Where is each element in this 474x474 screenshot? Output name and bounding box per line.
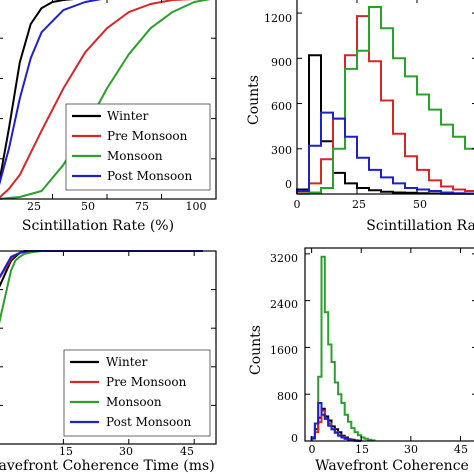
legend: Winter Pre Monsoon Monsoon Post Monsoon xyxy=(65,103,211,191)
panel-hist-scintillation: 0 25 50 0 300 600 900 1200 Counts Scinti… xyxy=(246,0,474,234)
panel-cdf-coherence: 15 30 45 Wavefront Coherence Time (ms) W… xyxy=(0,250,217,474)
series-line-post-monsoon xyxy=(0,250,203,279)
y-tick-label: 0 xyxy=(291,432,298,445)
series-line-pre-monsoon xyxy=(0,250,203,279)
y-tick-label: 800 xyxy=(277,390,298,403)
x-axis-label: Wavefront Coherence xyxy=(315,458,469,474)
hist-scintillation-frame xyxy=(296,0,474,195)
cdf-coherence-ticks xyxy=(0,251,216,444)
y-tick-label: 2400 xyxy=(270,298,298,311)
cdf-coherence-lines xyxy=(0,250,203,324)
hist-coherence-tick-labels: 0 15 30 45 0 800 1600 2400 3200 xyxy=(270,252,468,456)
histogram-step-pre-monsoon xyxy=(296,15,474,195)
y-tick-label: 1200 xyxy=(264,12,292,25)
legend-label-winter: Winter xyxy=(106,355,148,369)
cdf-scintillation-ticks xyxy=(0,0,217,199)
hist-scintillation-steps xyxy=(296,6,474,195)
x-tick-label: 30 xyxy=(119,445,133,458)
legend-label-pre-monsoon: Pre Monsoon xyxy=(106,375,187,389)
y-tick-label: 1600 xyxy=(270,344,298,357)
x-tick-label: 25 xyxy=(27,200,41,213)
histogram-step-monsoon xyxy=(296,6,474,195)
y-tick-label: 0 xyxy=(285,178,292,191)
y-axis-label: Counts xyxy=(248,325,264,375)
x-axis-label: Wavefront Coherence Time (ms) xyxy=(0,458,215,474)
histogram-step-monsoon xyxy=(310,255,376,442)
cdf-coherence-tick-labels: 15 30 45 xyxy=(59,445,194,458)
x-tick-label: 0 xyxy=(294,198,301,211)
hist-coherence-steps xyxy=(310,255,376,442)
x-tick-label: 25 xyxy=(352,198,366,211)
x-tick-label: 75 xyxy=(135,200,149,213)
x-tick-label: 45 xyxy=(454,443,468,456)
series-line-pre-monsoon xyxy=(0,0,195,199)
legend-label-monsoon: Monsoon xyxy=(107,149,163,163)
x-tick-label: 15 xyxy=(355,443,369,456)
x-tick-label: 50 xyxy=(81,200,95,213)
series-line-monsoon xyxy=(0,250,203,324)
series-line-winter xyxy=(0,250,203,288)
x-tick-label: 50 xyxy=(413,198,427,211)
y-tick-label: 600 xyxy=(271,100,292,113)
legend-label-winter: Winter xyxy=(107,109,149,123)
y-tick-label: 900 xyxy=(271,56,292,69)
x-axis-label: Scintillation Rate xyxy=(366,218,474,234)
y-tick-label: 300 xyxy=(271,144,292,157)
legend-label-post-monsoon: Post Monsoon xyxy=(107,169,192,183)
x-tick-label: 15 xyxy=(59,445,73,458)
legend-label-post-monsoon: Post Monsoon xyxy=(106,415,191,429)
cdf-scintillation-lines xyxy=(0,0,211,200)
legend-label-monsoon: Monsoon xyxy=(106,395,162,409)
panel-hist-coherence: 0 15 30 45 0 800 1600 2400 3200 Counts W… xyxy=(248,247,474,474)
legend-label-pre-monsoon: Pre Monsoon xyxy=(107,129,188,143)
cdf-scintillation-tick-labels: 25 50 75 100 xyxy=(27,200,207,213)
series-line-monsoon xyxy=(0,0,211,200)
cdf-coherence-frame xyxy=(0,250,217,445)
series-line-post-monsoon xyxy=(0,0,102,186)
histogram-step-post-monsoon xyxy=(296,111,474,195)
x-tick-label: 45 xyxy=(180,445,194,458)
y-tick-label: 3200 xyxy=(270,252,298,265)
hist-scintillation-ticks xyxy=(296,0,474,195)
series-line-winter xyxy=(0,0,75,184)
x-tick-label: 30 xyxy=(404,443,418,456)
histogram-step-post-monsoon xyxy=(310,402,363,442)
hist-coherence-ticks xyxy=(305,248,474,442)
x-tick-label: 100 xyxy=(186,200,207,213)
hist-coherence-frame xyxy=(304,247,474,442)
panel-cdf-scintillation: 25 50 75 100 Scintillation Rate (%) Wint… xyxy=(0,0,217,234)
y-axis-label: Counts xyxy=(246,75,262,125)
x-axis-label: Scintillation Rate (%) xyxy=(22,218,174,234)
hist-scintillation-tick-labels: 0 25 50 0 300 600 900 1200 xyxy=(264,12,427,211)
x-tick-label: 0 xyxy=(309,443,316,456)
legend: Winter Pre Monsoon Monsoon Post Monsoon xyxy=(63,349,211,437)
